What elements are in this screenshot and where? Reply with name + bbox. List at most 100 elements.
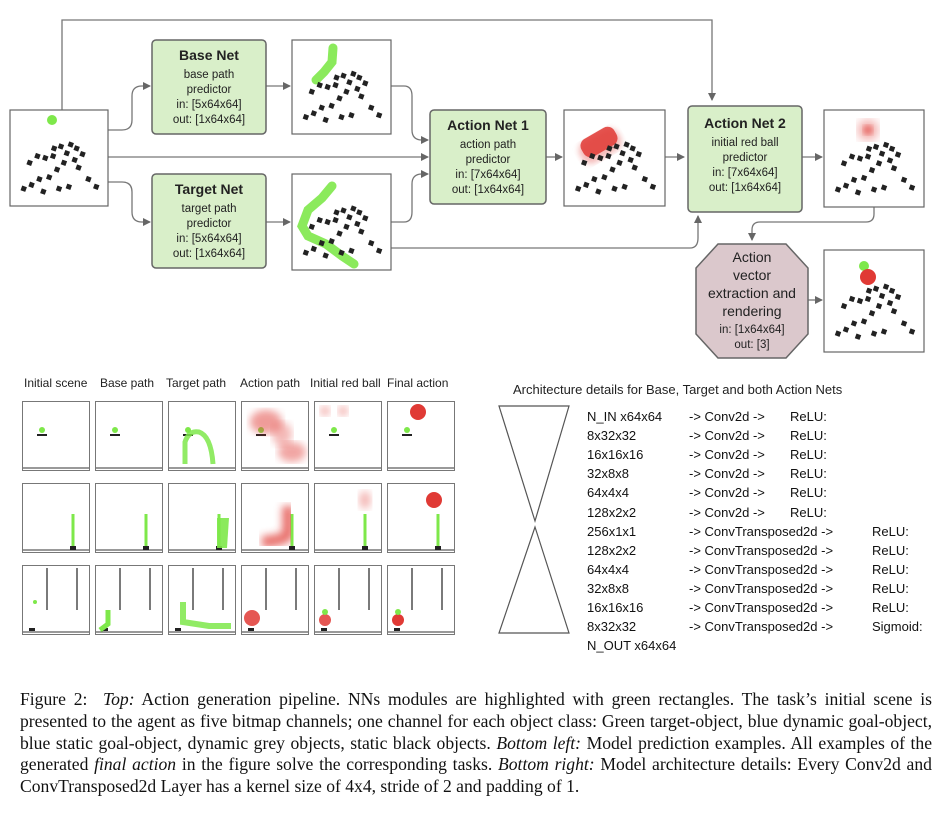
arch-shape: 64x4x4 xyxy=(587,561,629,577)
target-net-box: Target Net target path predictor in: [5x… xyxy=(151,173,267,269)
example-initial-red-ball-cell xyxy=(314,401,382,471)
example-initial-red-ball-cell xyxy=(314,565,382,635)
extraction-line: rendering xyxy=(722,303,781,319)
target-net-line: predictor xyxy=(187,218,232,230)
header-initial-scene: Initial scene xyxy=(24,376,88,390)
header-initial-red-ball: Initial red ball xyxy=(310,376,381,390)
connector-baseimg-to-action1 xyxy=(391,85,429,144)
arch-shape: N_IN x64x64 xyxy=(587,409,663,424)
target-net-line: target path xyxy=(182,203,237,215)
example-final-action-cell xyxy=(387,483,455,553)
action-net-1-box: Action Net 1 action path predictor in: [… xyxy=(429,109,547,205)
arch-activation: ReLU: xyxy=(790,409,827,424)
arch-shape: 8x32x32 xyxy=(587,619,637,635)
arch-activation: ReLU: xyxy=(790,466,827,482)
action-net-1-line: action path xyxy=(460,139,516,151)
caption-bottom-left-text: Model prediction examples. All examples … xyxy=(20,732,933,775)
arch-activation: ReLU: xyxy=(872,561,909,577)
base-net-line: in: [5x64x64] xyxy=(176,99,241,111)
example-action-path-cell xyxy=(241,565,309,635)
example-initial-red-ball-cell xyxy=(314,483,382,553)
example-initial-scene-cell xyxy=(22,483,90,553)
arch-shape: 16x16x16 xyxy=(587,447,644,463)
arch-activation: ReLU: xyxy=(872,580,909,596)
example-action-path-cell xyxy=(241,401,309,471)
arch-op: -> Conv2d -> xyxy=(689,485,765,501)
initial-red-ball-image xyxy=(823,109,925,208)
final-action-image xyxy=(823,249,925,353)
arch-activation: ReLU: xyxy=(790,485,827,501)
action-net-2-line: predictor xyxy=(723,152,768,164)
arch-shape: 128x2x2 xyxy=(587,542,637,558)
caption-bottom-left-label: Bottom left: xyxy=(496,732,582,753)
target-path-image xyxy=(291,173,392,271)
extraction-line: vector xyxy=(733,267,771,283)
arch-activation: ReLU: xyxy=(872,542,909,558)
connector-scene-to-target xyxy=(108,181,151,226)
architecture-title: Architecture details for Base, Target an… xyxy=(513,382,843,397)
arch-op: -> Conv2d -> xyxy=(689,466,765,482)
target-net-line: out: [1x64x64] xyxy=(173,248,245,260)
arch-activation: ReLU: xyxy=(790,504,827,520)
example-base-path-cell xyxy=(95,565,163,635)
arch-activation: Sigmoid: xyxy=(872,619,923,635)
extraction-small-line: out: [3] xyxy=(734,339,769,351)
arch-shape: 32x8x8 xyxy=(587,580,629,596)
example-base-path-cell xyxy=(95,483,163,553)
initial-scene-image xyxy=(9,109,109,207)
arch-op: -> Conv2d -> xyxy=(689,447,765,463)
action-net-1-line: in: [7x64x64] xyxy=(455,169,520,181)
base-net-title: Base Net xyxy=(179,47,239,63)
connector-targetimg-to-action1 xyxy=(391,170,429,223)
base-net-line: base path xyxy=(184,69,235,81)
action-path-image xyxy=(563,109,666,207)
header-base-path: Base path xyxy=(100,376,155,390)
example-target-path-cell xyxy=(168,401,236,471)
action-net-1-title: Action Net 1 xyxy=(447,117,529,133)
example-action-path-cell xyxy=(241,483,309,553)
arch-op: -> ConvTransposed2d -> xyxy=(689,561,834,577)
arch-op: -> ConvTransposed2d -> xyxy=(689,580,834,596)
extraction-line: extraction and xyxy=(708,285,796,301)
arch-shape: 128x2x2 xyxy=(587,504,637,520)
example-base-path-cell xyxy=(95,401,163,471)
arch-activation: ReLU: xyxy=(872,600,909,615)
target-net-line: in: [5x64x64] xyxy=(176,233,241,245)
caption-top-text: Action generation pipeline. NNs modules … xyxy=(20,689,932,753)
arch-activation: ReLU: xyxy=(790,447,827,463)
figure-caption: Figure 2: Top: Action generation pipelin… xyxy=(20,689,932,798)
caption-bottom-left-em: final action xyxy=(94,754,177,775)
header-target-path: Target path xyxy=(166,376,227,390)
arch-op: -> Conv2d -> xyxy=(689,409,765,424)
target-net-title: Target Net xyxy=(175,181,244,197)
caption-top-label: Top: xyxy=(102,689,135,709)
connector-scene-to-action2 xyxy=(61,19,716,110)
arch-shape: N_OUT x64x64 xyxy=(587,638,677,654)
arch-op: -> ConvTransposed2d -> xyxy=(689,619,834,635)
caption-bottom-right-text: Model architecture details: Every Conv2d… xyxy=(20,754,932,797)
arch-shape: 256x1x1 xyxy=(587,523,637,539)
connector-targetimg-to-action2 xyxy=(391,215,702,249)
arch-op: -> Conv2d -> xyxy=(689,428,765,444)
connector-img-to-extraction xyxy=(748,207,875,241)
example-final-action-cell xyxy=(387,401,455,471)
pipeline-diagram: Base Net base path predictor in: [5x64x6… xyxy=(9,19,925,359)
example-initial-scene-cell xyxy=(22,565,90,635)
arch-shape: 16x16x16 xyxy=(587,600,644,615)
base-path-image xyxy=(291,39,392,135)
base-net-box: Base Net base path predictor in: [5x64x6… xyxy=(151,39,267,135)
arch-shape: 64x4x4 xyxy=(587,485,629,501)
arch-shape: 32x8x8 xyxy=(587,466,629,482)
connector-scene-to-base xyxy=(108,82,151,131)
extraction-small-line: in: [1x64x64] xyxy=(719,324,784,336)
base-net-line: out: [1x64x64] xyxy=(173,114,245,126)
extraction-hexagon: Action vector extraction and rendering i… xyxy=(695,243,809,359)
base-net-line: predictor xyxy=(187,84,232,96)
action-net-1-line: out: [1x64x64] xyxy=(452,184,524,196)
example-final-action-cell xyxy=(387,565,455,635)
action-net-2-line: out: [1x64x64] xyxy=(709,182,781,194)
caption-bottom-left-text-2: in the figure solve the corresponding ta… xyxy=(181,754,493,775)
caption-bottom-right-label: Bottom right: xyxy=(498,754,595,775)
action-net-2-line: initial red ball xyxy=(711,137,778,149)
example-target-path-cell xyxy=(168,483,236,553)
